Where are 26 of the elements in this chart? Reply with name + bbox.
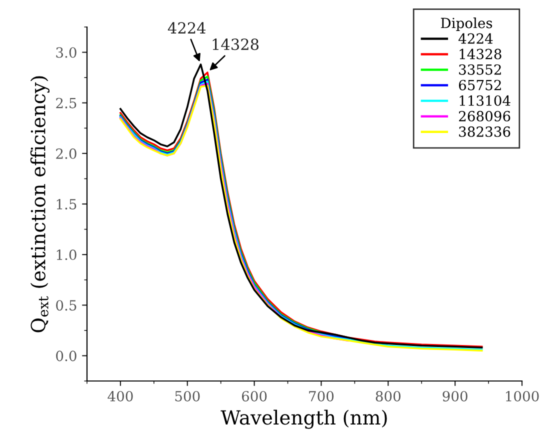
legend-label: 113104 [460,95,510,106]
legend-label: 14328 [460,48,502,60]
y-tick-label: 1.0 [56,250,76,260]
x-tick-label: 500 [175,390,200,402]
y-tick-label: 0.0 [56,350,76,362]
x-tick-label: 900 [442,390,468,402]
y-tick-label: 3.0 [56,47,76,58]
x-tick-label: 600 [242,390,267,402]
y-tick-label: 0.5 [56,300,76,311]
x-tick-label: 800 [376,390,400,402]
legend-label: 65752 [458,80,501,90]
x-tick-label: 400 [108,390,133,402]
y-tick-label: 2.0 [56,148,76,159]
legend-label: 268096 [458,110,510,122]
x-tick-label: 700 [309,390,334,402]
legend-title: Dipoles [440,18,492,31]
x-tick-label: 1000 [506,390,539,402]
annotation: 14328 [212,38,259,50]
annotation: 4224 [168,22,206,34]
legend-label: 382336 [459,126,510,137]
x-axis-title: Wavelength (nm) [220,410,387,429]
y-axis-title: Q$_{ext}$ (extinction efficiency) [30,76,50,332]
legend-label: 33552 [459,64,501,75]
y-tick-label: 1.5 [56,198,76,210]
legend-label: 4224 [458,33,493,44]
y-tick-label: 2.5 [56,98,76,108]
